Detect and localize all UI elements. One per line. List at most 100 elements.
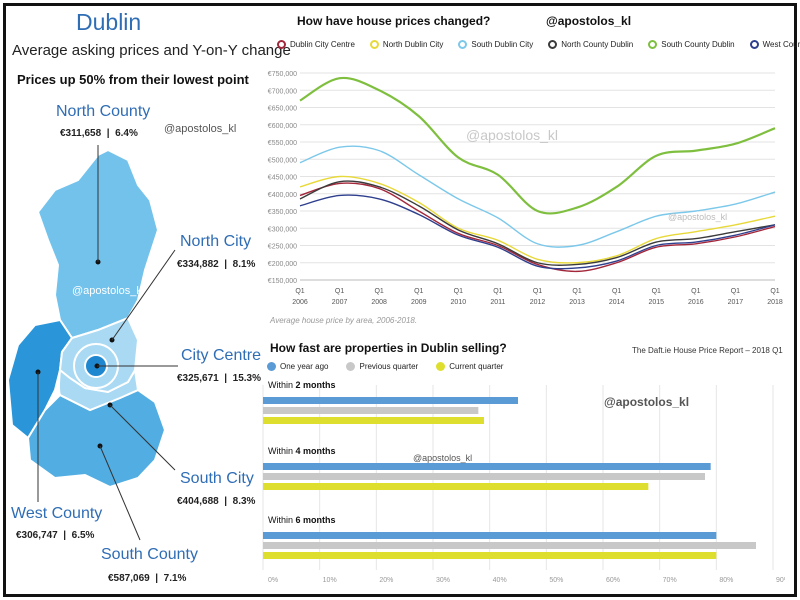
bar-x-tick-label: 0% xyxy=(268,577,278,584)
line-y-tick-label: €250,000 xyxy=(268,244,297,251)
line-series-dublin-city-centre xyxy=(299,182,776,273)
line-x-tick-quarter: Q1 xyxy=(612,288,621,295)
south-city-stat: €404,688 | 8.3% xyxy=(177,496,256,507)
line-y-tick-label: €200,000 xyxy=(268,261,297,268)
line-series-south-dublin-city xyxy=(299,145,776,248)
north-city-stat: €334,882 | 8.1% xyxy=(177,259,256,270)
line-legend-label: Dublin City Centre xyxy=(290,40,355,49)
page-subtitle: Average asking prices and Y-on-Y change xyxy=(12,42,291,59)
dublin-map xyxy=(6,145,178,541)
south-city-change: 8.3% xyxy=(232,496,256,507)
line-legend-item: West County Dublin xyxy=(749,40,800,49)
south-county-change: 7.1% xyxy=(163,573,187,584)
legend-dot-icon xyxy=(267,362,276,371)
headline: Prices up 50% from their lowest point xyxy=(17,72,249,87)
line-x-tick-year: 2009 xyxy=(411,299,427,306)
line-x-tick-quarter: Q1 xyxy=(295,288,304,295)
south-county-price: €587,069 xyxy=(108,573,150,584)
bar-legend-label: Current quarter xyxy=(449,362,504,371)
bar-chart-title: How fast are properties in Dublin sellin… xyxy=(270,341,507,355)
bar-one-year-ago xyxy=(263,463,711,470)
bar-category-prefix: Within xyxy=(268,446,296,456)
line-y-tick-label: €750,000 xyxy=(268,71,297,78)
bar-chart-watermark: @apostolos_kl xyxy=(604,395,690,409)
north-county-stat: €311,658 | 6.4% xyxy=(60,128,138,139)
line-legend-item: South County Dublin xyxy=(648,40,735,49)
legend-ring-icon xyxy=(369,40,379,49)
line-x-tick-year: 2017 xyxy=(728,299,744,306)
line-legend-item: Dublin City Centre xyxy=(277,40,355,49)
line-x-tick-quarter: Q1 xyxy=(572,288,581,295)
line-x-tick-year: 2010 xyxy=(451,299,467,306)
line-x-tick-quarter: Q1 xyxy=(731,288,740,295)
line-series-west-county-dublin xyxy=(299,194,776,270)
line-legend-label: South County Dublin xyxy=(661,40,735,49)
line-x-tick-quarter: Q1 xyxy=(374,288,383,295)
line-x-tick-quarter: Q1 xyxy=(414,288,423,295)
line-x-tick-year: 2018 xyxy=(767,299,783,306)
bar-chart-source: The Daft.ie House Price Report – 2018 Q1 xyxy=(632,346,783,355)
bar-x-tick-label: 20% xyxy=(379,577,393,584)
legend-dot-icon xyxy=(436,362,446,371)
bar-legend-label: Previous quarter xyxy=(359,362,419,371)
line-y-tick-label: €650,000 xyxy=(268,106,297,113)
line-x-tick-year: 2015 xyxy=(648,299,664,306)
line-y-tick-label: €600,000 xyxy=(268,123,297,130)
line-x-tick-quarter: Q1 xyxy=(533,288,542,295)
bar-one-year-ago xyxy=(263,532,717,539)
bar-legend-item: One year ago xyxy=(267,362,328,371)
south-city-price: €404,688 xyxy=(177,496,219,507)
bar-category-label: Within 6 months xyxy=(268,515,336,525)
bar-chart-legend: One year ago Previous quarter Current quar… xyxy=(267,362,503,371)
bar-one-year-ago xyxy=(263,397,518,404)
bar-category-period: 2 months xyxy=(296,380,336,390)
line-x-tick-year: 2006 xyxy=(292,299,308,306)
line-legend-label: North County Dublin xyxy=(561,40,634,49)
bar-legend-label: One year ago xyxy=(280,362,329,371)
city-centre-change: 15.3% xyxy=(232,373,261,384)
bar-current-quarter xyxy=(263,552,717,559)
line-y-tick-label: €300,000 xyxy=(268,226,297,233)
bar-previous-quarter xyxy=(263,473,705,480)
bar-legend-item: Current quarter xyxy=(436,362,503,371)
south-city-leader xyxy=(109,404,176,471)
south-county-stat: €587,069 | 7.1% xyxy=(108,573,187,584)
line-x-tick-year: 2011 xyxy=(490,299,505,306)
line-chart-watermark-center: @apostolos_kl xyxy=(466,127,559,143)
line-x-tick-year: 2007 xyxy=(332,299,348,306)
line-y-tick-label: €500,000 xyxy=(268,157,297,164)
west-county-change: 6.5% xyxy=(71,530,95,541)
bar-previous-quarter xyxy=(263,542,756,549)
bar-x-tick-label: 60% xyxy=(606,577,620,584)
bar-category-prefix: Within xyxy=(268,515,296,525)
bar-x-tick-label: 10% xyxy=(323,577,337,584)
north-city-price: €334,882 xyxy=(177,259,219,270)
west-county-stat: €306,747 | 6.5% xyxy=(16,530,95,541)
line-y-tick-label: €700,000 xyxy=(268,88,297,95)
bar-category-period: 6 months xyxy=(296,515,336,525)
line-chart-watermark: @apostolos_kl xyxy=(546,14,632,28)
north-county-change: 6.4% xyxy=(115,128,138,139)
bar-category-label: Within 2 months xyxy=(268,380,336,390)
line-y-tick-label: €350,000 xyxy=(268,209,297,216)
bar-x-tick-label: 40% xyxy=(493,577,507,584)
bar-x-tick-label: 30% xyxy=(436,577,450,584)
line-series-south-county-dublin xyxy=(299,76,776,215)
west-county-price: €306,747 xyxy=(16,530,58,541)
legend-ring-icon xyxy=(648,40,658,49)
south-city-label: South City xyxy=(180,470,254,487)
south-county-label: South County xyxy=(101,546,198,563)
legend-ring-icon xyxy=(458,40,468,49)
line-x-tick-quarter: Q1 xyxy=(335,288,344,295)
line-x-tick-year: 2016 xyxy=(688,299,704,306)
city-centre-label: City Centre xyxy=(181,347,262,364)
north-city-leader xyxy=(111,249,176,341)
line-series-north-dublin-city xyxy=(299,175,776,264)
line-legend-item: South Dublin City xyxy=(458,40,533,49)
line-x-tick-year: 2012 xyxy=(530,299,546,306)
bar-x-tick-label: 70% xyxy=(663,577,677,584)
line-legend-label: West County Dublin xyxy=(762,40,800,49)
line-x-tick-quarter: Q1 xyxy=(691,288,700,295)
line-legend-item: North Dublin City xyxy=(369,40,443,49)
legend-ring-icon xyxy=(277,40,286,49)
